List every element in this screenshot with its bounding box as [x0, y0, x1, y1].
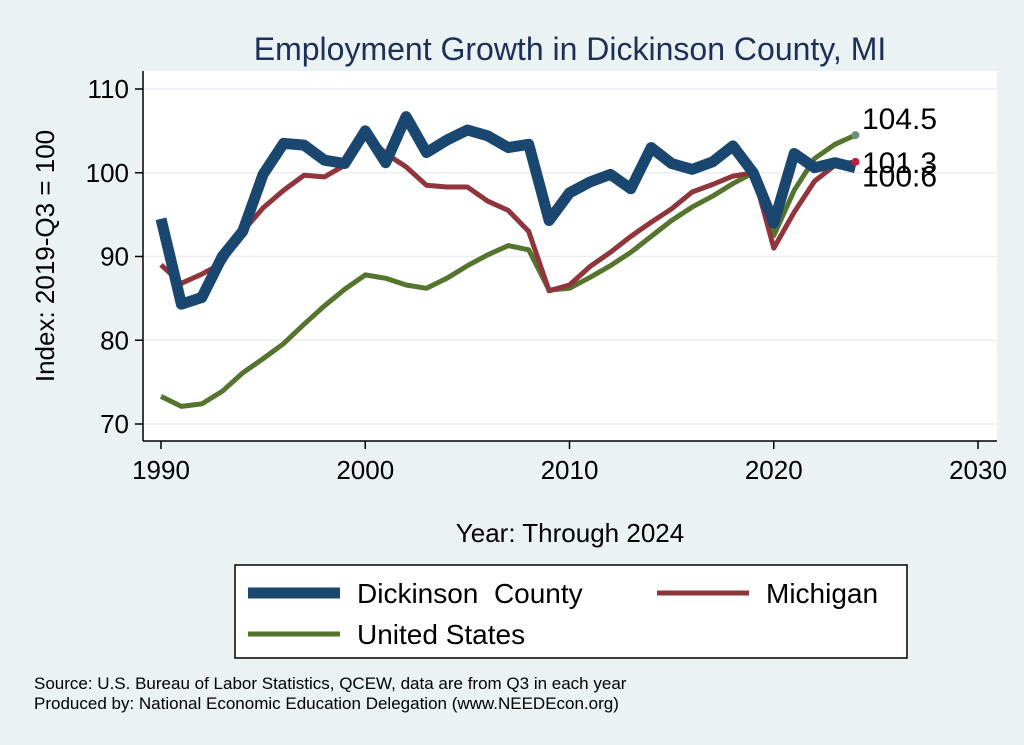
y-tick-label: 90 [100, 242, 129, 272]
legend-box [234, 564, 908, 659]
chart-title: Employment Growth in Dickinson County, M… [254, 31, 887, 67]
y-tick-label: 80 [100, 325, 129, 355]
x-tick-label: 1990 [132, 455, 190, 485]
y-tick-label: 100 [86, 158, 129, 188]
y-tick-label: 70 [100, 409, 129, 439]
end-marker-michigan [851, 157, 860, 166]
legend-label-dickinson: Dickinson County [357, 578, 583, 609]
x-tick-label: 2010 [541, 455, 599, 485]
series-line-united-states [159, 132, 857, 409]
end-label-dickinson: 100.6 [862, 161, 937, 194]
y-axis-title: Index: 2019-Q3 = 100 [30, 130, 60, 382]
y-tick-label: 110 [88, 74, 129, 104]
end-marker-united-states [851, 131, 860, 140]
x-tick-label: 2000 [336, 455, 394, 485]
end-label-united-states: 104.5 [862, 103, 937, 136]
series-line-dickinson [155, 111, 857, 310]
axes: 70 80 90 100 110 1990 2000 2010 2020 2030 [86, 71, 1007, 485]
legend-label-united-states: United States [357, 619, 525, 650]
series-lines [155, 111, 860, 409]
x-tick-label: 2020 [745, 455, 803, 485]
source-note: Source: U.S. Bureau of Labor Statistics,… [34, 674, 627, 693]
x-axis-title: Year: Through 2024 [456, 518, 684, 548]
producer-note: Produced by: National Economic Education… [34, 694, 619, 713]
end-label-michigan: 101.3 [862, 147, 937, 180]
x-tick-label: 2030 [949, 455, 1007, 485]
series-line-michigan [159, 130, 856, 294]
legend-label-michigan: Michigan [766, 578, 878, 609]
legend: Dickinson County Michigan United States [234, 564, 908, 659]
